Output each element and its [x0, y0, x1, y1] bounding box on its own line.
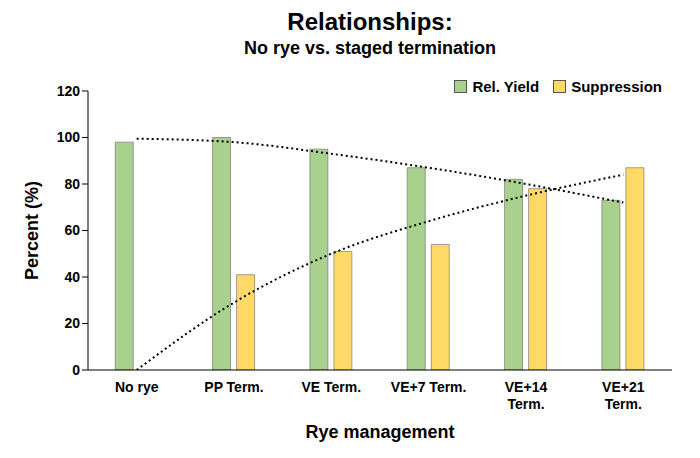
html-text:Suppression: Suppression	[571, 78, 662, 95]
svg-text:PP Term.: PP Term.	[204, 379, 263, 395]
svg-text:100: 100	[57, 129, 81, 145]
svg-text:No rye: No rye	[115, 379, 159, 395]
svg-text:Rye management: Rye management	[305, 422, 454, 442]
html-text:Rel. Yield: Rel. Yield	[472, 78, 540, 95]
svg-text:80: 80	[64, 176, 80, 192]
svg-text:40: 40	[64, 269, 80, 285]
svg-text:Percent (%): Percent (%)	[22, 181, 42, 280]
svg-text:60: 60	[64, 222, 80, 238]
svg-text:20: 20	[64, 315, 80, 331]
svg-text:120: 120	[57, 83, 81, 99]
svg-text:VE+7 Term.: VE+7 Term.	[391, 379, 467, 395]
html-text:Relationships:: Relationships:	[287, 8, 453, 35]
svg-text:VE Term.: VE Term.	[302, 379, 362, 395]
svg-text:0: 0	[72, 362, 80, 378]
svg-text:VE+14Term.: VE+14Term.	[505, 379, 548, 412]
html-text:No rye vs. staged termination: No rye vs. staged termination	[244, 38, 496, 58]
svg-text:VE+21Term.: VE+21Term.	[602, 379, 645, 412]
